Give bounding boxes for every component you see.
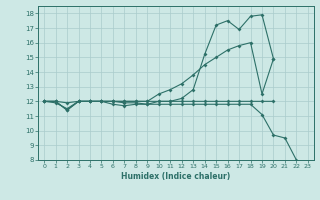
- X-axis label: Humidex (Indice chaleur): Humidex (Indice chaleur): [121, 172, 231, 181]
